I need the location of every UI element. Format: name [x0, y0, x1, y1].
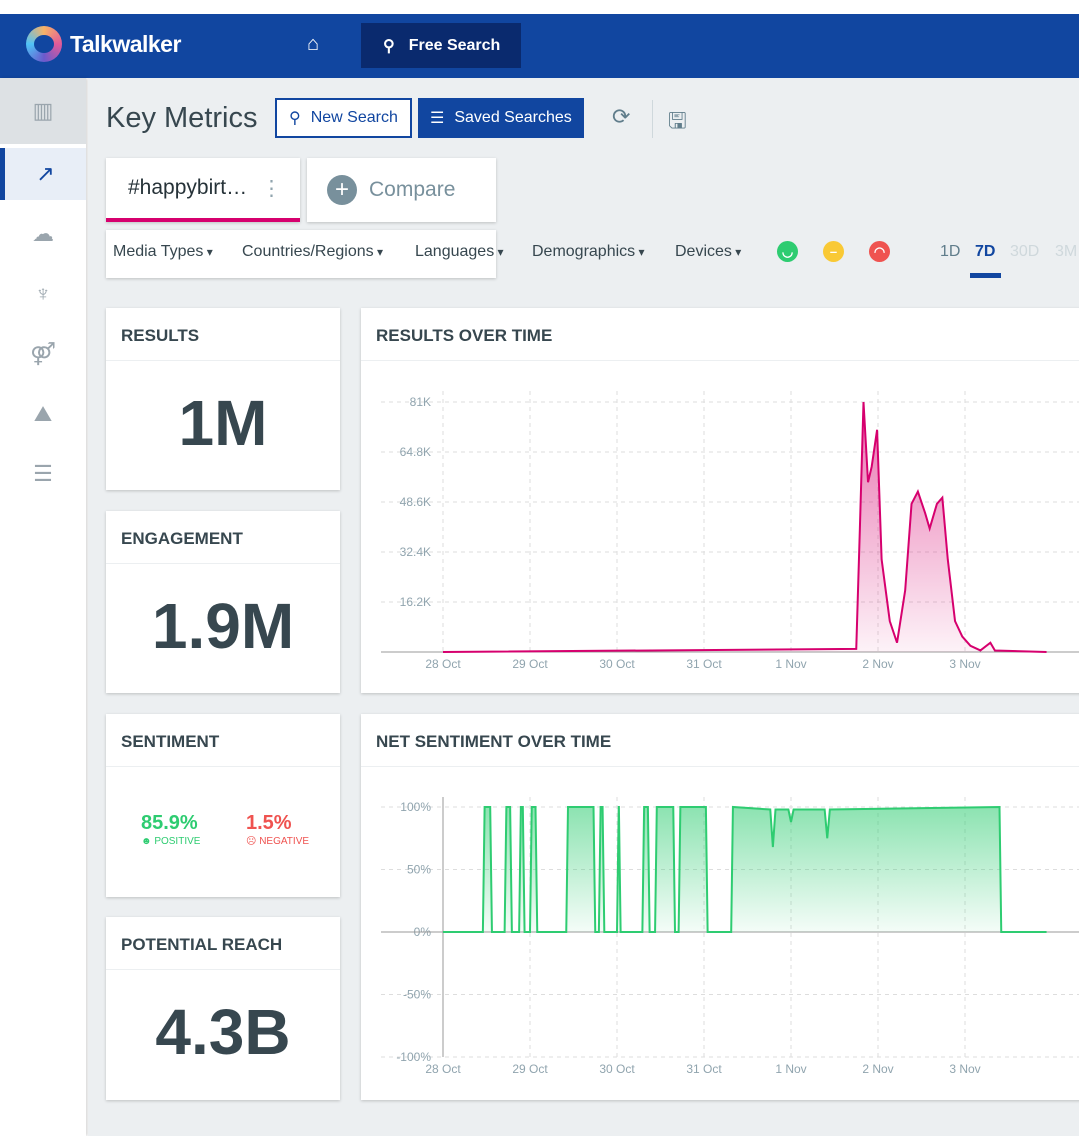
free-search-button[interactable]: ⚲ Free Search [361, 23, 521, 68]
neutral-face-icon[interactable]: – [823, 241, 844, 262]
selected-range-indicator [970, 273, 1001, 278]
page-title: Key Metrics [106, 102, 258, 134]
x-tick-label: 30 Oct [599, 1062, 635, 1076]
new-search-button[interactable]: ⚲ New Search [275, 98, 412, 138]
engagement-value: 1.9M [151, 590, 295, 662]
x-tick-label: 30 Oct [599, 657, 635, 671]
range-30d[interactable]: 30D [1010, 243, 1040, 260]
y-tick-label: 48.6K [400, 495, 431, 509]
filter-devices[interactable]: Devices [675, 243, 741, 261]
y-tick-label: 81K [410, 395, 431, 409]
brand-name: Talkwalker [70, 31, 181, 57]
results-chart: 28 Oct 29 Oct 30 Oct 31 Oct 1 Nov 2 Nov 3 Nov 1… [381, 391, 1079, 671]
plus-icon: + [327, 175, 357, 205]
x-tick-label: 3 Nov [949, 657, 980, 671]
map-icon[interactable]: ⛰ [33, 401, 53, 426]
filter-demographics[interactable]: Demographics [532, 243, 645, 261]
search-icon: ⚲ [289, 110, 301, 127]
x-tick-label: 2 Nov [862, 657, 893, 671]
x-tick-label: 3 Nov [949, 1062, 980, 1076]
reach-card: POTENTIAL REACH 4.3B [106, 917, 340, 1100]
analytics-icon[interactable]: ↗ [0, 148, 86, 200]
y-tick-label: -100% [396, 1050, 431, 1064]
x-tick-label: 2 Nov [862, 1062, 893, 1076]
sentiment-chart: 28 Oct 29 Oct 30 Oct 31 Oct 1 Nov 2 Nov 3 Nov 1… [381, 797, 1079, 1076]
y-tick-label: 50% [407, 863, 431, 877]
divider [652, 100, 653, 138]
y-tick-label: 100% [400, 800, 431, 814]
filter-languages[interactable]: Languages [415, 243, 504, 261]
negative-face-icon: ☹ [246, 836, 260, 847]
engagement-card: ENGAGEMENT 1.9M [106, 511, 340, 693]
results-line [442, 401, 1047, 653]
x-tick-label: 29 Oct [512, 1062, 548, 1076]
tab-search-query[interactable]: #happybirt… ⋮ [106, 158, 300, 222]
more-options-icon[interactable]: ⋮ [261, 176, 282, 200]
search-list-icon[interactable]: ☰ [33, 461, 53, 486]
x-tick-label: 28 Oct [425, 657, 461, 671]
positive-value: 85.9% [141, 812, 198, 834]
positive-face-icon[interactable]: ◡ [777, 241, 798, 262]
results-value: 1M [178, 387, 268, 459]
x-tick-label: 31 Oct [686, 657, 722, 671]
net-sentiment-card: NET SENTIMENT OVER TIME 28 Oct 29 Oct 30 O… [361, 714, 1079, 1100]
list-icon: ☰ [430, 110, 445, 127]
sentiment-card: SENTIMENT 85.9% ☻ POSITIVE 1.5% ☹ NEGATI… [106, 714, 340, 897]
sentiment-line [443, 805, 1047, 933]
influencer-icon[interactable]: ♆ [34, 281, 52, 306]
filter-countries[interactable]: Countries/Regions [242, 243, 383, 261]
demographics-icon[interactable]: ⚤ [30, 341, 56, 366]
y-tick-label: 32.4K [400, 545, 431, 559]
x-tick-label: 29 Oct [512, 657, 548, 671]
negative-value: 1.5% [246, 812, 292, 834]
results-over-time-card: RESULTS OVER TIME 28 Oct 29 Oct 30 Oct 31 O… [361, 308, 1079, 693]
saved-searches-button[interactable]: ☰ Saved Searches [418, 98, 584, 138]
positive-label: ☻ POSITIVE [141, 836, 201, 847]
search-icon: ⚲ [383, 37, 395, 55]
sentiment-area [443, 807, 1047, 932]
x-tick-label: 31 Oct [686, 1062, 722, 1076]
x-tick-label: 1 Nov [775, 1062, 806, 1076]
home-icon[interactable]: ⌂ [307, 33, 320, 55]
y-tick-label: 16.2K [400, 595, 431, 609]
top-bar [0, 14, 1079, 78]
negative-label: ☹ NEGATIVE [246, 836, 310, 847]
library-icon[interactable]: ▥ [0, 78, 86, 144]
y-tick-label: 64.8K [400, 445, 431, 459]
range-7d[interactable]: 7D [975, 243, 996, 260]
cloud-icon[interactable]: ☁ [32, 221, 54, 246]
results-card: RESULTS 1M [106, 308, 340, 490]
x-tick-label: 1 Nov [775, 657, 806, 671]
y-tick-label: -50% [403, 988, 431, 1002]
positive-face-icon: ☻ [141, 836, 155, 847]
filter-media-types[interactable]: Media Types [113, 243, 213, 261]
compare-button[interactable]: + Compare [307, 158, 496, 222]
save-icon[interactable]: 🖫 [668, 108, 687, 133]
range-1d[interactable]: 1D [940, 243, 961, 260]
x-tick-label: 28 Oct [425, 1062, 461, 1076]
reach-value: 4.3B [155, 996, 291, 1068]
refresh-icon[interactable]: ⟳ [612, 104, 631, 129]
negative-face-icon[interactable]: ◠ [869, 241, 890, 262]
range-3m[interactable]: 3M [1055, 243, 1078, 260]
sidebar: ▥ ↗ ☁ ♆ ⚤ ⛰ ☰ [0, 78, 86, 1136]
results-area [443, 402, 1047, 652]
talkwalker-logo[interactable] [26, 26, 62, 62]
